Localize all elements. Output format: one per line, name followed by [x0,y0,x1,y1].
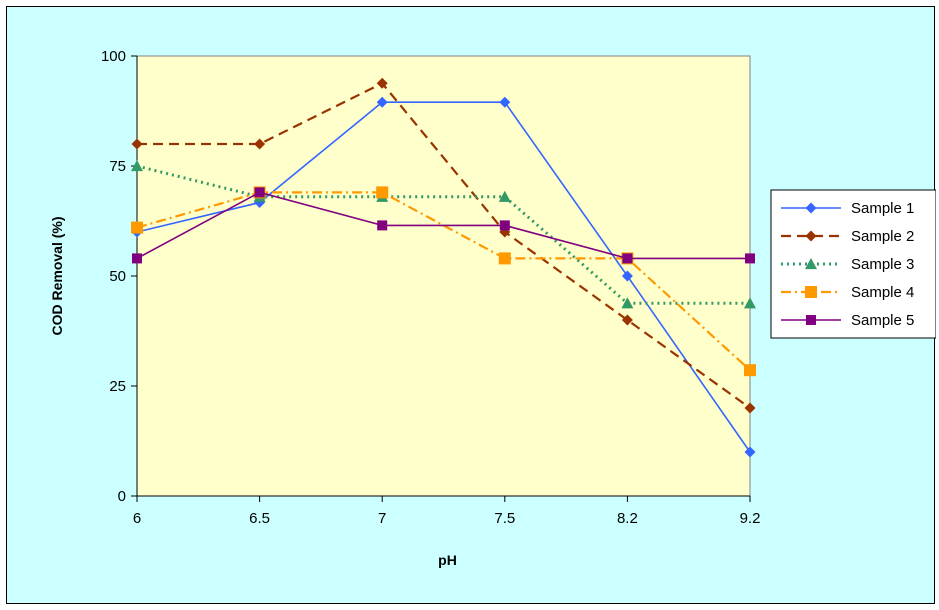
legend-marker [805,230,817,242]
data-point [131,138,143,150]
data-point [499,220,510,231]
legend-label: Sample 2 [851,228,914,245]
data-point [744,297,756,309]
data-point [745,253,755,264]
series-line [136,191,750,260]
data-point [744,446,756,458]
y-tick-label: 100 [101,48,126,65]
series-line [136,101,751,453]
data-point [132,253,142,264]
legend-label: Sample 4 [851,284,914,301]
chart-area: 0 25 50 75 100 6 6.5 7 7.5 8.2 9.2 pH COD Removal (%… [6,6,936,604]
series-5 [132,187,755,264]
legend-marker [806,315,816,325]
data-point [621,314,633,326]
data-point [744,364,756,377]
data-point [622,253,633,264]
data-point [131,221,143,234]
legend-marker [805,202,817,214]
data-point [499,96,511,108]
x-axis-title: pH [438,552,457,568]
y-tick-label: 25 [109,378,126,395]
legend-label: Sample 5 [851,312,914,329]
data-point [131,160,143,172]
legend-marker [805,258,817,270]
data-point [498,190,511,202]
x-tick-label: 6.5 [249,510,270,527]
data-point [254,187,265,198]
data-point [377,220,388,231]
series-line [137,81,751,409]
x-tick-label: 8.2 [617,510,638,527]
data-point [376,186,389,199]
plot-area [136,55,751,497]
data-point [254,138,266,150]
data-point [744,402,756,414]
x-tick-label: 9.2 [740,510,761,527]
y-axis-title: COD Removal (%) [49,216,65,335]
x-tick-label: 7 [378,510,386,527]
series-line [136,191,751,371]
data-point [376,96,388,108]
y-tick-label: 75 [109,158,126,175]
y-tick-label: 0 [118,488,126,505]
x-tick-label: 7.5 [494,510,515,527]
legend-label: Sample 1 [851,200,914,217]
line-chart: 0 25 50 75 100 6 6.5 7 7.5 8.2 9.2 pH COD Removal (%… [49,48,936,568]
legend-box [770,189,936,339]
data-point [376,77,388,89]
x-tick-label: 6 [133,510,141,527]
legend-label: Sample 3 [851,256,914,273]
data-point [498,252,511,265]
legend-marker [805,286,817,298]
y-tick-label: 50 [109,268,126,285]
data-point [621,270,633,282]
legend: Sample 1 Sample 2 Sample 3 Sample 4 Sample 5 [770,189,936,339]
data-point [621,297,634,309]
